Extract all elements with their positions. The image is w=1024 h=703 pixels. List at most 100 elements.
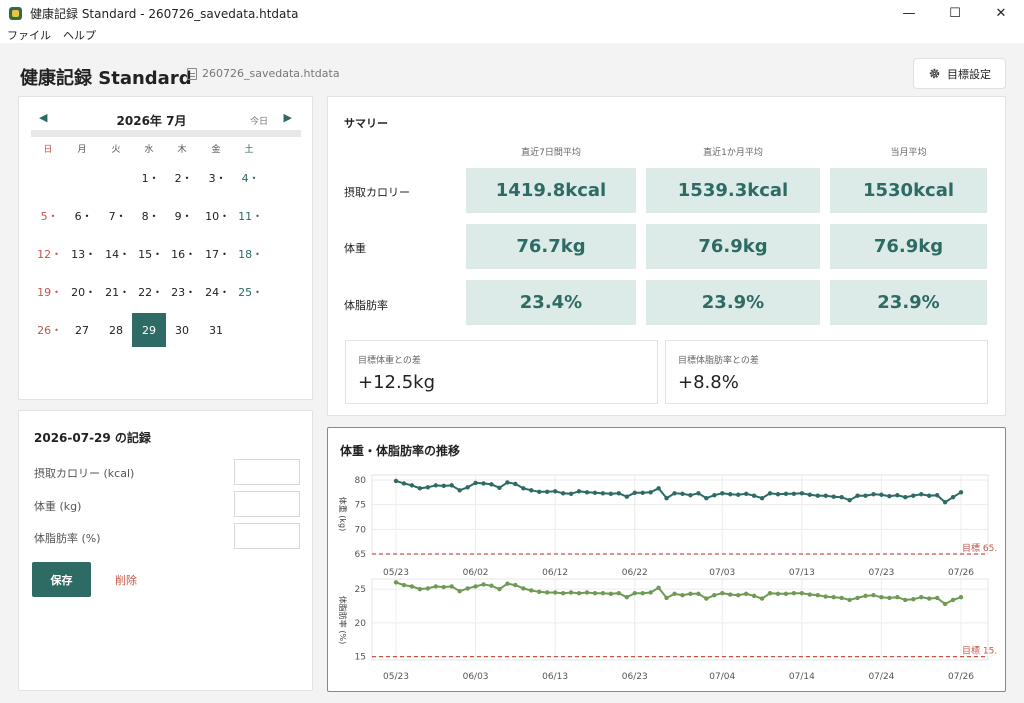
calendar-day[interactable]: 19 • <box>37 285 59 299</box>
data-point <box>743 491 749 496</box>
calendar-day[interactable]: 21 • <box>105 285 127 299</box>
y-tick-label: 80 <box>355 476 367 486</box>
data-point <box>481 582 486 587</box>
data-point <box>751 593 757 599</box>
record-dot: • <box>188 287 193 297</box>
calendar-day[interactable]: 30 <box>175 323 189 337</box>
data-point <box>648 490 653 495</box>
record-dot: • <box>222 287 227 297</box>
data-point <box>958 490 964 495</box>
record-dot: • <box>255 249 260 259</box>
calendar-day[interactable]: 26 • <box>37 323 59 337</box>
y-tick-label: 65 <box>355 550 366 560</box>
calendar-day[interactable]: 20 • <box>71 285 93 299</box>
calendar-day[interactable]: 13 • <box>71 247 93 261</box>
body-fat-input[interactable] <box>234 523 300 549</box>
x-tick-label: 05/23 <box>383 672 409 682</box>
calendar-panel: ◀ 2026年 7月 今日 ▶ 日 月 火 水 木 金 土 1 • 2 • 3 • 4 • 5 • 6 • 7 • 8 • 9… <box>18 96 313 400</box>
data-point <box>863 493 868 498</box>
title-bar: 健康記録 Standard - 260726_savedata.htdata —… <box>0 0 1024 27</box>
column-header-7day: 直近7日間平均 <box>521 148 581 158</box>
maximize-button[interactable]: ☐ <box>949 6 961 21</box>
data-point <box>735 492 741 497</box>
calendar-day[interactable]: 3 • <box>208 171 224 185</box>
row-label-calorie: 摂取カロリー <box>344 186 410 199</box>
calendar-day[interactable]: 12 • <box>37 247 59 261</box>
calendar-day[interactable]: 31 <box>209 323 223 337</box>
data-point <box>656 585 661 590</box>
calendar-day[interactable]: 29 <box>132 313 166 347</box>
record-dot: • <box>88 287 93 297</box>
data-point <box>823 594 828 599</box>
data-point <box>473 480 478 486</box>
calendar-day[interactable]: 7 • <box>108 209 124 223</box>
calendar-day[interactable]: 15 • <box>138 247 160 261</box>
data-point <box>934 493 940 498</box>
calendar-day[interactable]: 22 • <box>138 285 160 299</box>
data-point <box>401 582 407 588</box>
y-axis-label: 体重 (kg) <box>338 497 348 532</box>
goal-settings-button[interactable]: 目標設定 <box>913 58 1006 89</box>
weekday-header: 水 <box>144 145 154 155</box>
data-point <box>544 489 550 494</box>
calendar-day[interactable]: 4 • <box>241 171 257 185</box>
record-title: 2026-07-29 の記録 <box>34 431 151 445</box>
next-month-button[interactable]: ▶ <box>283 111 292 124</box>
weight-diff-value: +12.5kg <box>358 372 436 393</box>
data-point <box>911 597 916 602</box>
data-point <box>600 590 606 596</box>
data-point <box>600 491 606 496</box>
weight-input[interactable] <box>234 491 300 517</box>
goal-settings-label: 目標設定 <box>947 67 991 81</box>
calendar-day[interactable]: 25 • <box>238 285 260 299</box>
minimize-button[interactable]: — <box>902 6 916 21</box>
x-tick-label: 06/22 <box>622 568 648 578</box>
data-point <box>513 481 518 487</box>
save-button[interactable]: 保存 <box>32 562 91 597</box>
calendar-day[interactable]: 18 • <box>238 247 260 261</box>
calendar-day[interactable]: 14 • <box>105 247 127 261</box>
calendar-day[interactable]: 23 • <box>171 285 193 299</box>
record-dot: • <box>118 211 124 221</box>
calendar-day[interactable]: 6 • <box>74 209 90 223</box>
data-point <box>608 591 614 597</box>
close-button[interactable]: ✕ <box>995 6 1007 21</box>
window-title: 健康記録 Standard - 260726_savedata.htdata <box>30 7 299 21</box>
plot-area <box>371 578 989 661</box>
calendar-day[interactable]: 24 • <box>205 285 227 299</box>
data-point <box>680 593 685 598</box>
calendar-day[interactable]: 28 <box>109 323 123 337</box>
calendar-day[interactable]: 17 • <box>205 247 227 261</box>
data-point <box>704 596 709 601</box>
prev-month-button[interactable]: ◀ <box>39 111 48 124</box>
data-point <box>537 489 542 494</box>
menu-file[interactable]: ファイル <box>7 29 51 42</box>
data-point <box>576 590 582 596</box>
calendar-day[interactable]: 27 <box>75 323 89 337</box>
calendar-day[interactable]: 10 • <box>205 209 227 223</box>
data-point <box>664 595 669 601</box>
record-dot: • <box>122 287 127 297</box>
record-dot: • <box>184 211 190 221</box>
calendar-day[interactable]: 5 • <box>40 209 56 223</box>
data-point <box>497 485 502 491</box>
calendar-day[interactable]: 16 • <box>171 247 193 261</box>
today-button[interactable]: 今日 <box>249 117 268 127</box>
data-point <box>759 596 765 601</box>
data-point <box>489 583 494 588</box>
menu-help[interactable]: ヘルプ <box>63 29 96 42</box>
calendar-day[interactable]: 11 • <box>238 209 260 223</box>
calendar-day[interactable]: 9 • <box>174 209 190 223</box>
calendar-day[interactable]: 8 • <box>141 209 157 223</box>
goal-label: 目標 15. <box>962 645 997 657</box>
calendar-day[interactable]: 2 • <box>174 171 190 185</box>
data-point <box>847 597 852 603</box>
data-point <box>648 590 653 595</box>
data-point <box>457 588 462 594</box>
delete-button[interactable]: 削除 <box>115 574 137 587</box>
calorie-input[interactable] <box>234 459 300 485</box>
data-point <box>409 584 415 589</box>
calendar-day[interactable]: 1 • <box>141 171 157 185</box>
y-tick-label: 25 <box>355 585 366 595</box>
page-title: 健康記録 Standard <box>20 68 192 89</box>
